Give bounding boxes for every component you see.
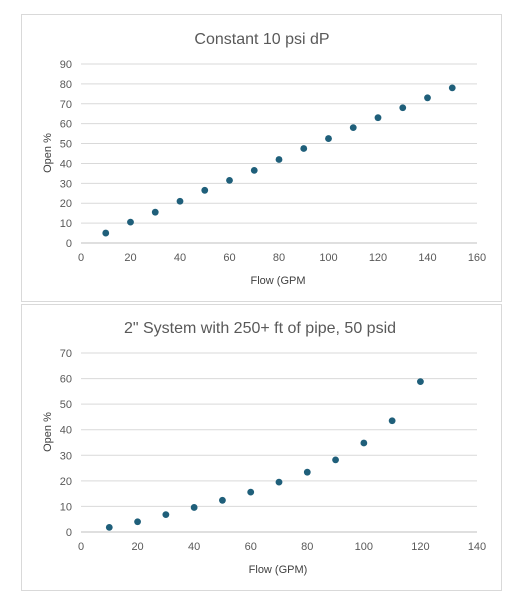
chart-2-y-tick-label: 70: [60, 348, 72, 360]
chart-2-x-axis-label: Flow (GPM): [249, 564, 308, 576]
chart-2-title: 2" System with 250+ ft of pipe, 50 psid: [124, 320, 396, 337]
chart-2-y-tick-label: 40: [60, 425, 72, 437]
chart-2-data-point: [105, 523, 113, 531]
chart-2-y-tick-label: 30: [60, 450, 72, 462]
chart-2-y-axis-label: Open %: [42, 412, 54, 452]
chart-2-data-point: [162, 511, 170, 519]
chart-1-data-point: [127, 218, 134, 226]
chart-1-x-tick-label: 100: [319, 252, 337, 264]
chart-1-x-tick-label: 140: [418, 252, 436, 264]
chart-1-y-tick-label: 80: [60, 79, 72, 91]
chart-2-x-tick-label: 60: [245, 541, 257, 553]
chart-1-x-tick-label: 160: [468, 252, 486, 264]
chart-2-x-tick-label: 0: [78, 541, 84, 553]
chart-2-x-tick-label: 80: [301, 541, 313, 553]
chart-1-x-tick-label: 20: [124, 252, 136, 264]
chart-2-data-point: [247, 488, 255, 496]
chart-1-title: Constant 10 psi dP: [194, 31, 329, 48]
chart-1-y-tick-label: 60: [60, 119, 72, 131]
chart-2-y-tick-label: 0: [66, 527, 72, 539]
chart-1-data-point: [176, 197, 184, 205]
chart-2-x-tick-label: 120: [411, 541, 429, 553]
chart-1-data-point: [300, 145, 308, 152]
chart-2-plot: 2" System with 250+ ft of pipe, 50 psid …: [42, 320, 486, 576]
chart-1-x-tick-label: 40: [174, 252, 186, 264]
chart-1-data-point: [325, 135, 332, 142]
chart-2-y-tick-label: 50: [60, 399, 72, 411]
chart-2-y-tick-label: 60: [60, 374, 72, 386]
chart-1-data-point: [448, 84, 456, 92]
chart-2-x-tick-label: 40: [188, 541, 200, 553]
chart-1-plot: Constant 10 psi dP Flow (GPM Open % 0 10 2…: [42, 31, 486, 287]
chart-2-data-point: [417, 378, 424, 386]
chart-1-data-point: [102, 229, 110, 237]
chart-2-y-tick-label: 10: [60, 501, 72, 513]
chart-2-x-tick-label: 140: [468, 541, 486, 553]
chart-1-x-tick-label: 60: [223, 252, 235, 264]
chart-2-x-tick-label: 100: [355, 541, 373, 553]
chart-2-data-point: [275, 478, 283, 486]
chart-1-y-tick-label: 30: [60, 178, 72, 190]
chart-2-data-point: [190, 504, 198, 511]
chart-1-y-tick-label: 50: [60, 139, 72, 151]
chart-1-data-point: [250, 167, 258, 174]
chart-1-y-tick-label: 20: [60, 198, 72, 210]
chart-1-x-axis-label: Flow (GPM: [251, 275, 306, 287]
chart-2: 2" System with 250+ ft of pipe, 50 psid …: [21, 304, 502, 591]
chart-1-data-point: [201, 186, 209, 194]
chart-1-y-tick-label: 70: [60, 99, 72, 111]
chart-1-y-tick-label: 90: [60, 59, 72, 71]
chart-1: Constant 10 psi dP Flow (GPM Open % 0 10 2…: [21, 14, 502, 302]
chart-1-data-point: [226, 176, 233, 184]
chart-2-y-tick-label: 20: [60, 476, 72, 488]
chart-2-data-point: [360, 439, 368, 447]
chart-1-x-tick-label: 80: [273, 252, 285, 264]
chart-2-data-point: [388, 417, 396, 425]
chart-1-y-axis-label: Open %: [42, 133, 54, 173]
chart-1-data-point: [275, 156, 283, 163]
chart-2-x-tick-label: 20: [131, 541, 143, 553]
chart-1-data-point: [151, 208, 159, 216]
chart-1-y-tick-label: 10: [60, 218, 72, 230]
chart-1-x-tick-label: 0: [78, 252, 84, 264]
chart-2-data-point: [219, 496, 226, 504]
chart-1-x-tick-label: 120: [369, 252, 387, 264]
chart-2-data-point: [332, 456, 339, 464]
chart-2-data-point: [303, 468, 311, 476]
chart-1-data-point: [424, 94, 431, 102]
chart-1-data-point: [349, 124, 357, 132]
chart-1-data-point: [374, 114, 382, 122]
chart-1-y-tick-label: 0: [66, 238, 72, 250]
chart-2-data-point: [134, 518, 141, 526]
chart-1-data-point: [399, 104, 407, 112]
chart-1-y-tick-label: 40: [60, 158, 72, 170]
